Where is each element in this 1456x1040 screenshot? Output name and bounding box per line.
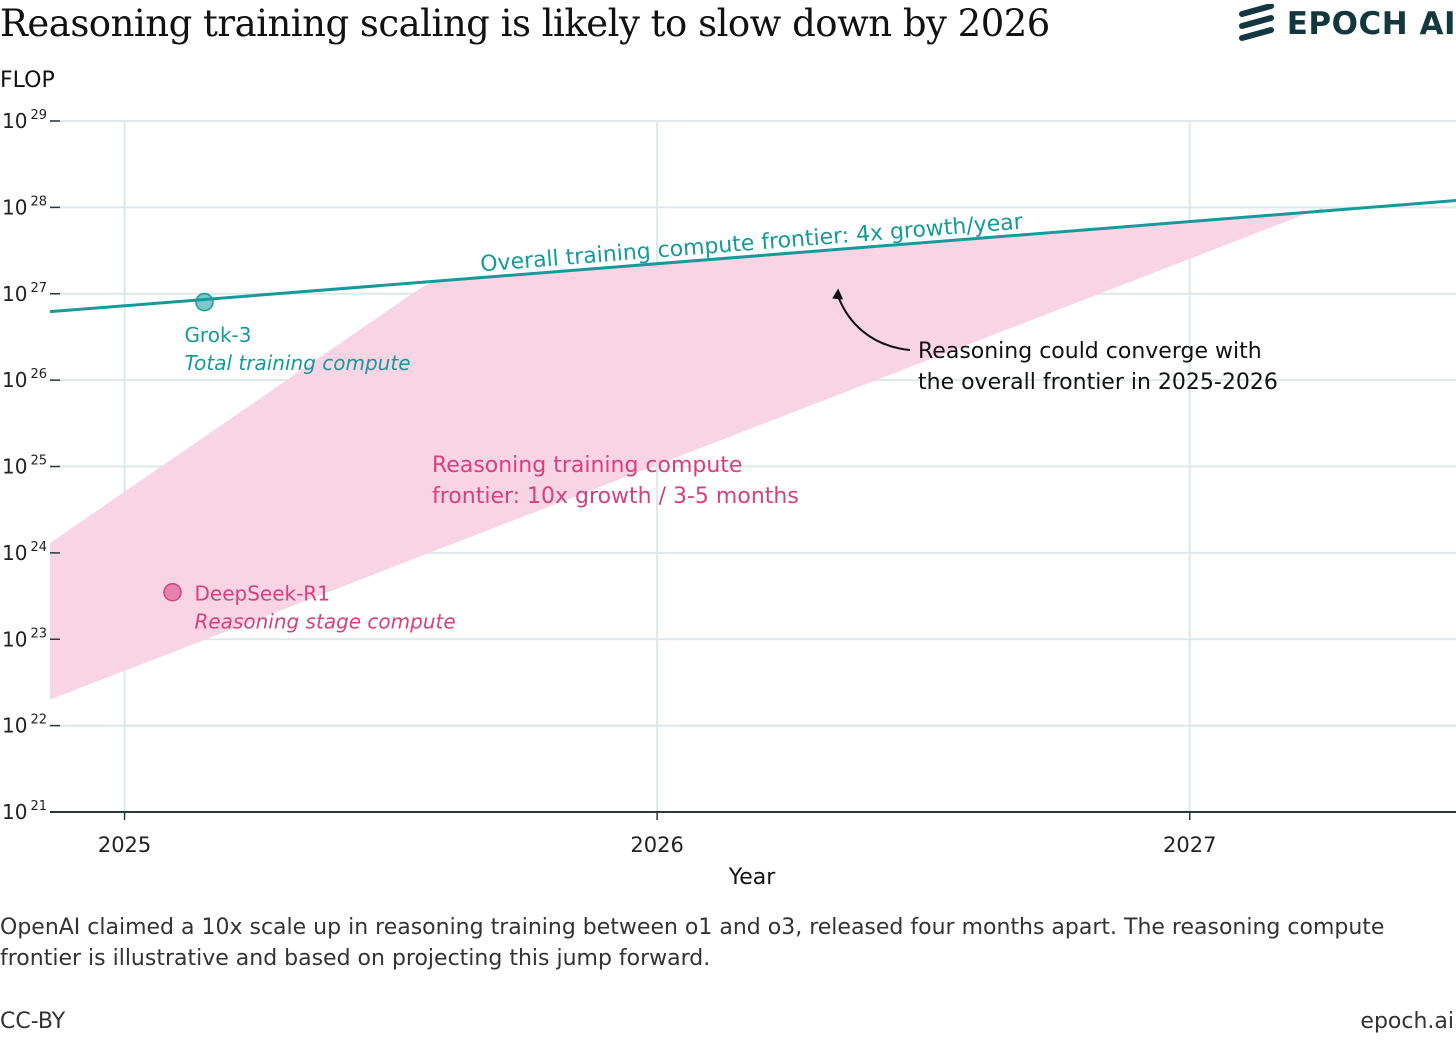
convergence-arrow [837, 296, 911, 351]
line-layer [49, 199, 1456, 314]
y-tick-label: 10 23 [2, 626, 47, 651]
x-tick-label: 2025 [98, 833, 151, 857]
convergence-note-line: Reasoning could converge with [918, 339, 1262, 364]
band-layer [50, 207, 1323, 700]
reasoning-frontier-band [50, 207, 1323, 700]
y-tick-label: 10 24 [2, 540, 47, 565]
y-tick-label: 10 22 [2, 713, 47, 738]
convergence-note-line: the overall frontier in 2025-2026 [918, 370, 1278, 395]
epoch-logo[interactable]: EPOCH AI [1238, 4, 1456, 44]
y-tick-label: 10 27 [2, 281, 47, 306]
grok-3-label: Grok-3 [184, 323, 251, 347]
y-tick-label: 10 26 [2, 367, 47, 392]
license-label: CC-BY [0, 1009, 66, 1034]
grok-3-sublabel: Total training compute [184, 351, 410, 375]
reasoning-frontier-label-line: frontier: 10x growth / 3-5 months [432, 484, 799, 509]
deepseek-r1-label: DeepSeek-R1 [194, 581, 329, 605]
chart-caption: OpenAI claimed a 10x scale up in reasoni… [0, 915, 1385, 971]
epoch-stripes-icon [1238, 4, 1274, 41]
deepseek-r1-sublabel: Reasoning stage compute [194, 609, 455, 633]
site-link[interactable]: epoch.ai [1360, 1009, 1454, 1034]
y-tick-label: 10 28 [2, 194, 47, 219]
chart-title: Reasoning training scaling is likely to … [0, 2, 1050, 45]
grok-3-point[interactable] [195, 292, 214, 312]
reasoning-frontier-label-line: Reasoning training compute [432, 453, 742, 478]
arrow-head-icon [832, 288, 844, 300]
y-tick-label: 10 25 [2, 454, 47, 479]
logo-text: EPOCH AI [1286, 6, 1456, 42]
y-tick-label: 10 29 [2, 108, 47, 133]
y-tick-label: 10 21 [2, 799, 47, 824]
x-axis-label: Year [728, 865, 777, 890]
x-tick-label: 2027 [1163, 833, 1216, 857]
x-tick-label: 2026 [630, 833, 683, 857]
overall-frontier-line [49, 199, 1456, 314]
point-layer [163, 292, 214, 602]
y-axis-label: FLOP [0, 68, 55, 93]
deepseek-r1-point[interactable] [163, 583, 182, 602]
